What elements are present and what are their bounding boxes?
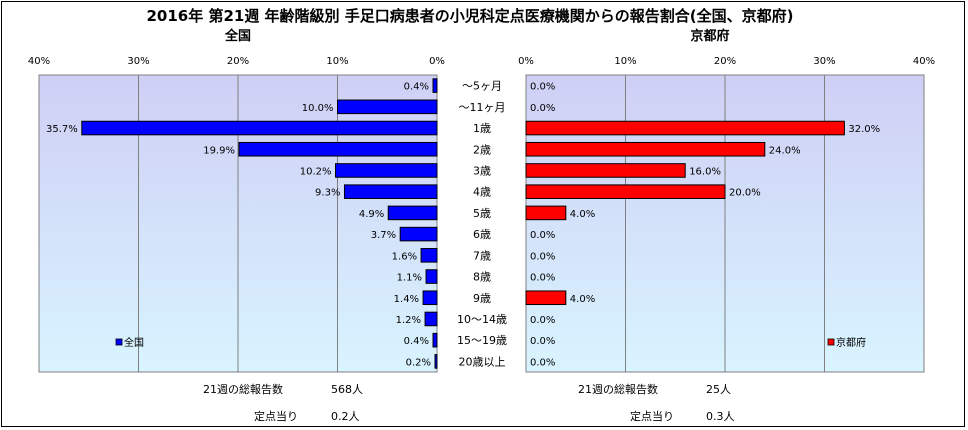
national-value-label: 3.7%	[371, 230, 396, 241]
national-bar	[335, 163, 438, 178]
category-label: 6歳	[473, 228, 491, 241]
national-value-label: 4.9%	[359, 209, 384, 220]
category-label: 2歳	[473, 143, 491, 156]
national-per-site-label: 定点当り	[254, 409, 298, 423]
kyoto-value-label: 4.0%	[570, 209, 595, 220]
kyoto-legend-swatch	[827, 338, 835, 346]
national-value-label: 19.9%	[203, 145, 235, 156]
national-total-label: 21週の総報告数	[203, 382, 283, 396]
panel-title-kyoto: 京都府	[690, 28, 729, 44]
kyoto-value-label: 0.0%	[530, 103, 555, 114]
national-value-label: 0.4%	[404, 82, 429, 93]
kyoto-value-label: 0.0%	[530, 230, 555, 241]
national-bar	[387, 205, 438, 221]
national-value-label: 10.2%	[300, 166, 332, 177]
kyoto-total-label: 21週の総報告数	[578, 382, 658, 396]
category-label: ～11ヶ月	[459, 101, 506, 114]
national-tick-label: 0%	[429, 56, 445, 67]
national-value-label: 10.0%	[302, 103, 334, 114]
national-per-site-value: 0.2人	[331, 410, 360, 423]
kyoto-value-label: 0.0%	[530, 273, 555, 284]
national-bar	[337, 99, 438, 115]
national-tick-label: 30%	[127, 56, 149, 67]
national-value-label: 0.2%	[406, 357, 431, 368]
national-value-label: 1.4%	[394, 294, 419, 305]
national-value-label: 1.2%	[396, 315, 421, 326]
national-value-label: 1.1%	[397, 273, 422, 284]
kyoto-bar	[525, 290, 567, 306]
category-labels: ～5ヶ月 ～11ヶ月 1歳 2歳 3歳 4歳 5歳 6歳 7歳 8歳 9歳 10～14歳 15～19歳 2…	[457, 80, 507, 369]
national-tick-label: 40%	[28, 56, 50, 67]
national-value-label: 1.6%	[392, 251, 417, 262]
kyoto-legend-label: 京都府	[836, 336, 866, 349]
category-label: 5歳	[473, 207, 491, 220]
kyoto-panel: 0% 10% 20% 30% 40% 0.0% 0.0% 32.0% 24.0% 16.0% 20.…	[518, 56, 935, 373]
kyoto-value-label: 0.0%	[530, 315, 555, 326]
national-bar	[422, 290, 438, 306]
category-label: 3歳	[473, 164, 491, 177]
category-label: 4歳	[473, 186, 491, 199]
category-label: 9歳	[473, 292, 491, 305]
chart-title: 2016年 第21週 年齢階級別 手足口病患者の小児科定点医療機関からの報告割合…	[146, 7, 793, 25]
national-bar	[432, 78, 438, 93]
kyoto-value-label: 20.0%	[729, 188, 761, 199]
national-bar	[343, 184, 438, 199]
kyoto-value-label: 16.0%	[689, 166, 721, 177]
kyoto-bar	[525, 184, 726, 199]
footer-kyoto: 21週の総報告数 25人 定点当り 0.3人	[578, 382, 735, 423]
national-total-value: 568人	[331, 383, 363, 396]
national-bar	[434, 354, 438, 369]
national-value-label: 0.4%	[404, 336, 429, 347]
national-bar	[432, 332, 438, 348]
kyoto-value-label: 32.0%	[848, 124, 880, 135]
national-bar	[238, 141, 438, 157]
national-panel: 0% 10% 20% 30% 40% 0.4% 10.0% 35.7% 19.9% 10.2% 9.…	[28, 56, 445, 373]
kyoto-per-site-label: 定点当り	[630, 409, 674, 423]
kyoto-total-value: 25人	[706, 383, 731, 396]
national-value-label: 9.3%	[315, 188, 340, 199]
kyoto-bar	[525, 205, 567, 221]
category-label: 1歳	[473, 122, 491, 135]
national-tick-label: 10%	[326, 56, 348, 67]
kyoto-bar	[525, 141, 766, 157]
national-bar	[399, 226, 438, 242]
kyoto-per-site-value: 0.3人	[706, 410, 735, 423]
panel-title-national: 全国	[224, 28, 251, 44]
kyoto-bar	[525, 163, 686, 178]
category-label: 20歳以上	[459, 355, 506, 368]
kyoto-value-label: 0.0%	[530, 82, 555, 93]
national-bar	[420, 248, 438, 263]
kyoto-value-label: 0.0%	[530, 357, 555, 368]
national-tick-label: 20%	[227, 56, 249, 67]
category-label: 15～19歳	[457, 334, 507, 347]
kyoto-value-label: 0.0%	[530, 336, 555, 347]
national-legend-label: 全国	[124, 336, 144, 349]
category-label: 7歳	[473, 249, 491, 262]
category-label: ～5ヶ月	[462, 80, 502, 93]
kyoto-tick-label: 0%	[518, 56, 534, 67]
category-label: 8歳	[473, 271, 491, 284]
kyoto-tick-label: 10%	[614, 56, 636, 67]
kyoto-value-label: 4.0%	[570, 294, 595, 305]
kyoto-tick-label: 20%	[714, 56, 736, 67]
kyoto-tick-label: 40%	[913, 56, 935, 67]
national-bar	[81, 120, 438, 136]
category-label: 10～14歳	[457, 313, 507, 326]
kyoto-tick-label: 30%	[813, 56, 835, 67]
national-bar	[424, 311, 438, 327]
kyoto-bar	[525, 120, 845, 136]
national-value-label: 35.7%	[46, 124, 78, 135]
kyoto-value-label: 0.0%	[530, 251, 555, 262]
national-bar	[425, 269, 438, 284]
footer-national: 21週の総報告数 568人 定点当り 0.2人	[203, 382, 363, 423]
national-legend-swatch	[115, 338, 123, 346]
kyoto-value-label: 24.0%	[769, 145, 801, 156]
